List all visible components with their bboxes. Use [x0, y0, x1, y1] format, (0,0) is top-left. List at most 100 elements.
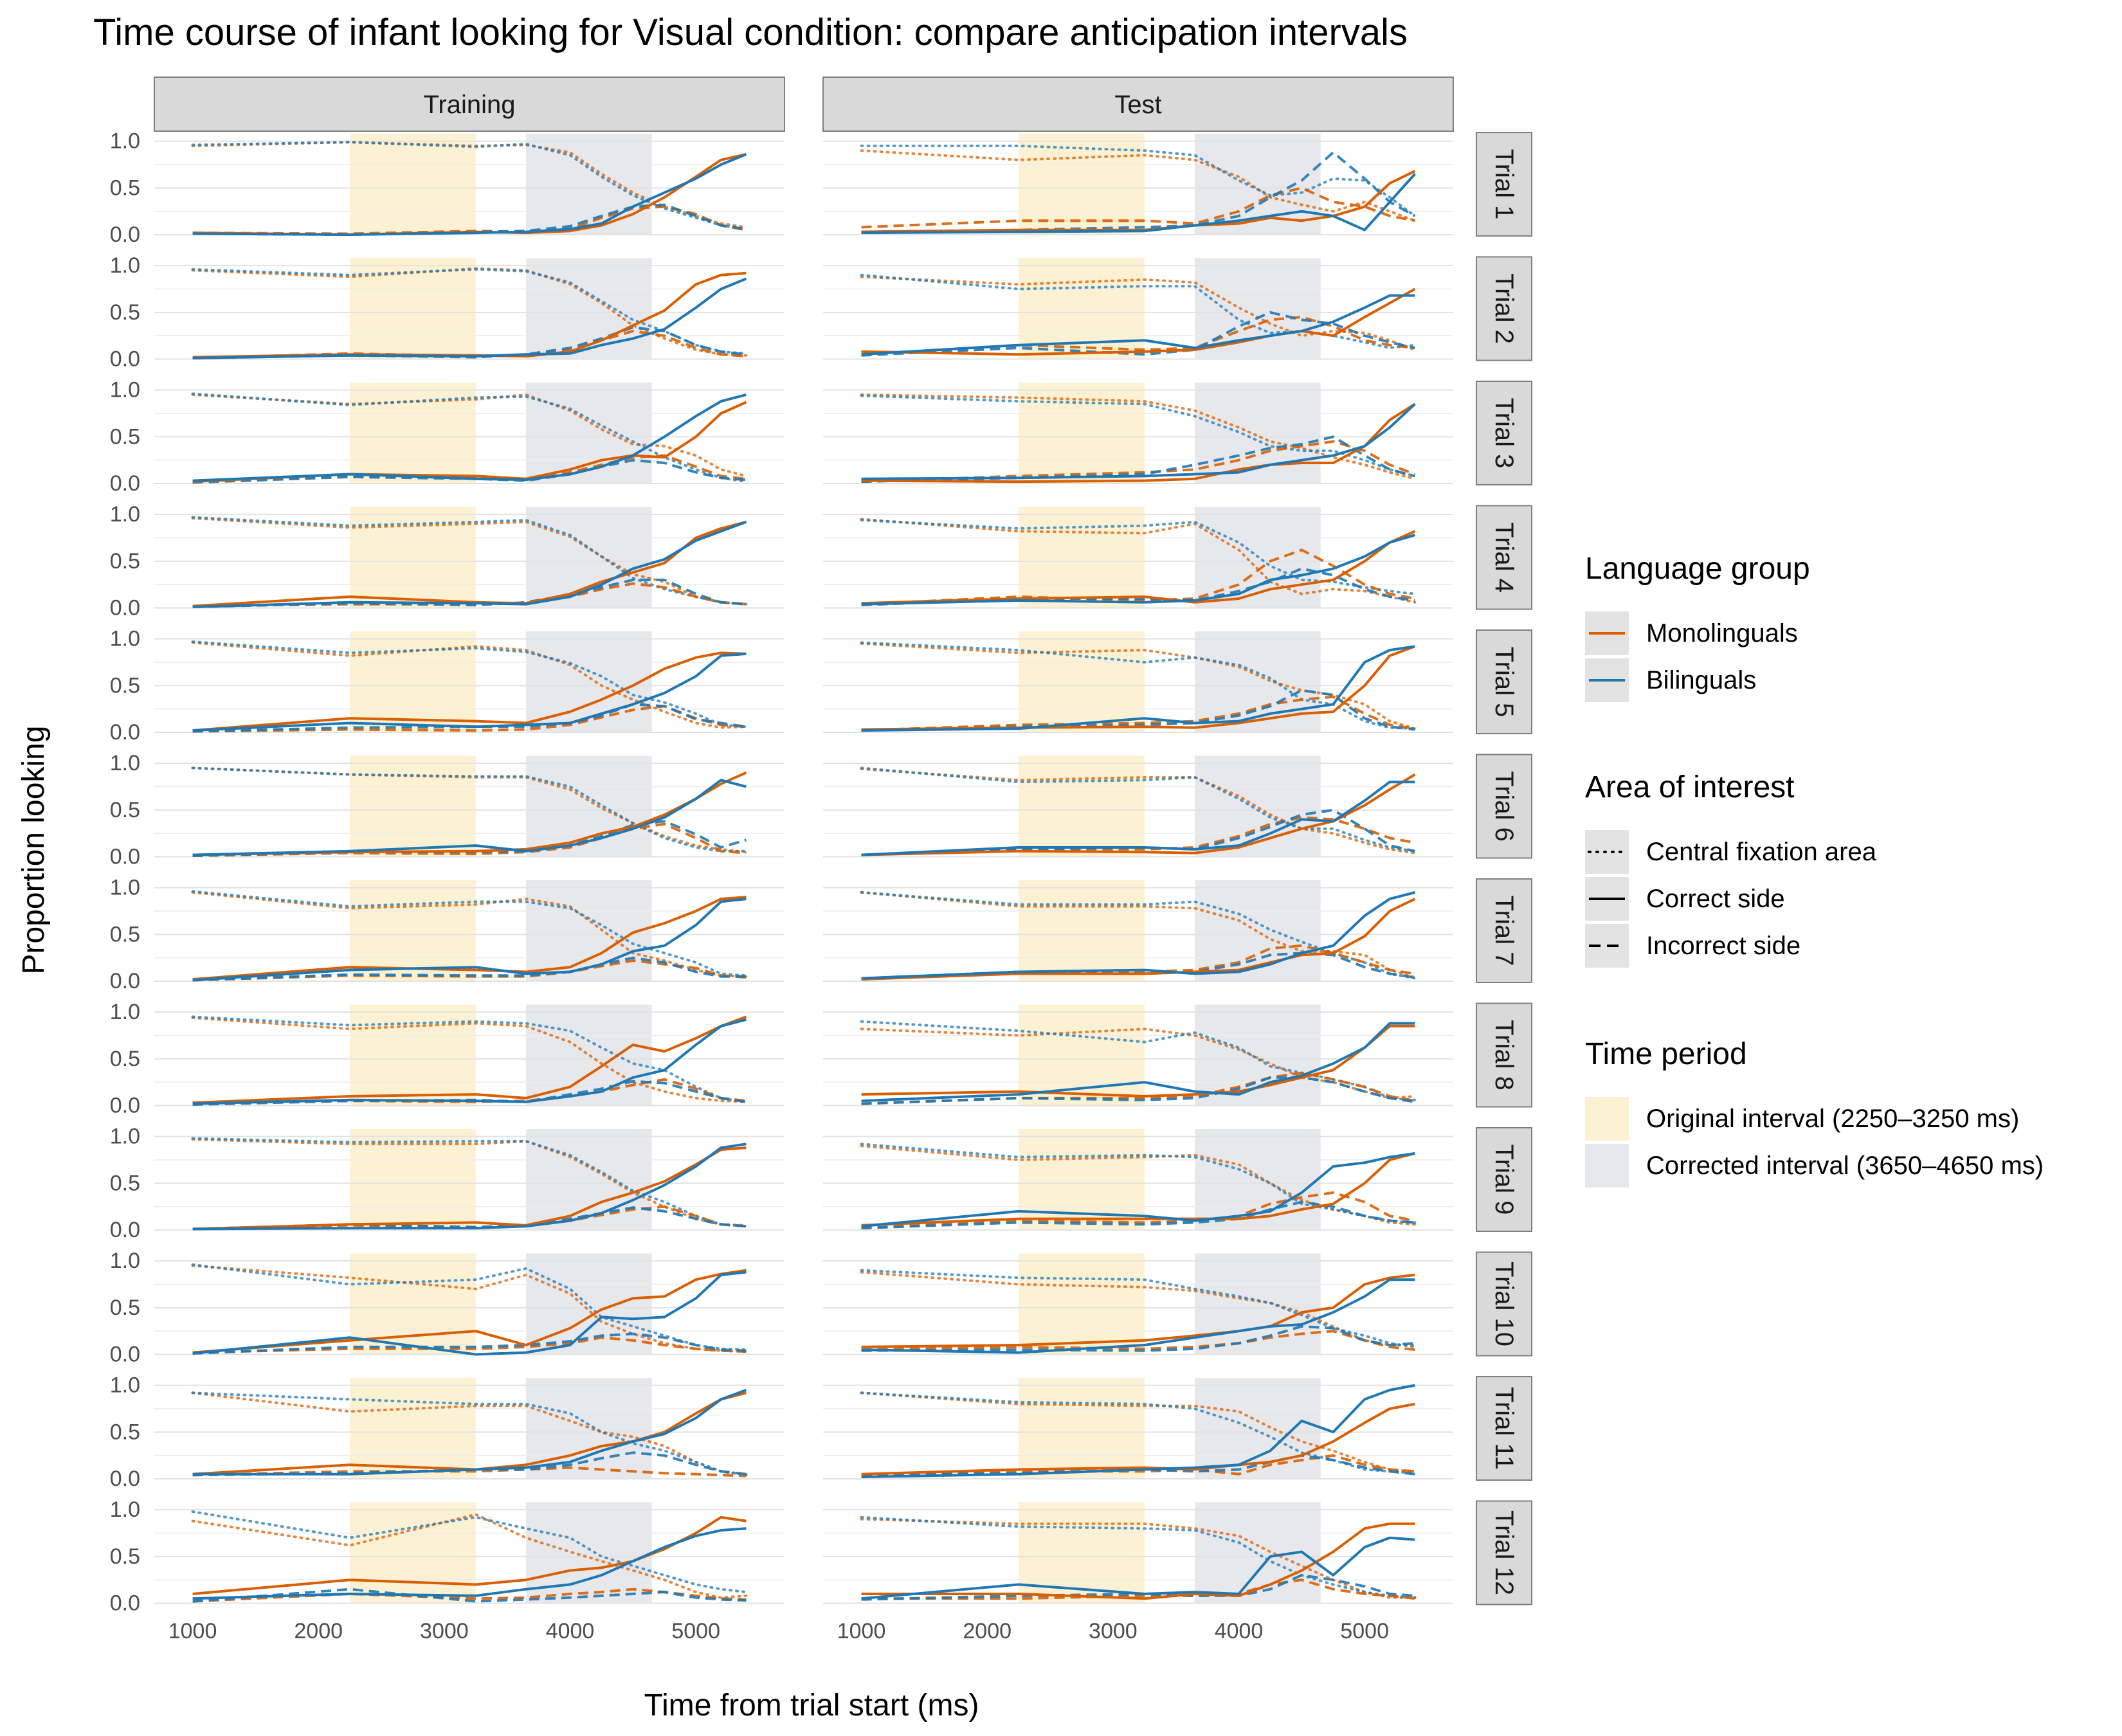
corrected-interval-band — [526, 1129, 652, 1230]
y-tick-label: 0.0 — [110, 1094, 140, 1118]
correct-mono-line — [861, 898, 1416, 981]
central-bi-line — [860, 1020, 1417, 1101]
correct-bi-line — [192, 898, 747, 982]
correct-bi-line — [192, 1018, 747, 1105]
y-tick-label: 0.0 — [110, 1467, 140, 1491]
corrected-interval-band — [1195, 258, 1321, 359]
central-bi-line — [860, 144, 1417, 217]
y-tick-label: 0.5 — [110, 1171, 140, 1195]
y-tick-label: 1.0 — [110, 627, 140, 651]
y-tick-label: 0.0 — [110, 1591, 140, 1616]
corrected-interval-band — [1195, 755, 1321, 857]
central-bi-line — [860, 1269, 1417, 1348]
correct-mono-line — [192, 1391, 747, 1476]
y-tick-label: 0.0 — [110, 969, 140, 993]
incorrect-mono-line — [861, 695, 1415, 732]
x-tick-label: 1000 — [837, 1619, 886, 1643]
row-strip-label: Trial 12 — [1490, 1510, 1518, 1595]
panel — [823, 507, 1453, 609]
central-mono-line — [191, 393, 748, 478]
original-interval-band — [1019, 1253, 1145, 1355]
chart-title: Time course of infant looking for Visual… — [93, 12, 1408, 53]
original-interval-band — [350, 1129, 476, 1230]
y-tick-label: 0.0 — [110, 471, 140, 496]
incorrect-bi-line — [192, 703, 747, 733]
corrected-interval-band — [526, 1004, 652, 1106]
panel — [823, 631, 1453, 733]
panel: 0.0 0.5 1.0 — [110, 1249, 784, 1367]
x-tick-label: 2000 — [963, 1619, 1011, 1643]
row-strip-label: Trial 7 — [1490, 896, 1518, 966]
legend: Language group Monolinguals Bilinguals Area… — [1585, 552, 2044, 1188]
original-interval-band — [1019, 1378, 1145, 1479]
y-tick-label: 1.0 — [110, 253, 140, 278]
central-mono-line — [191, 641, 748, 729]
row-strip — [1476, 1376, 1532, 1481]
y-tick-label: 0.5 — [110, 424, 140, 449]
panel: 0.0 0.5 1.0 — [110, 1373, 784, 1491]
panel: 0.0 0.5 1.0 — [110, 1125, 784, 1242]
correct-bi-line — [861, 402, 1416, 480]
row-strip — [1476, 132, 1532, 237]
panel — [823, 755, 1453, 858]
row-strip-label: Trial 6 — [1490, 771, 1518, 842]
central-mono-line — [191, 891, 748, 978]
row-strip-label: Trial 5 — [1490, 647, 1518, 718]
y-tick-label: 0.5 — [110, 1420, 140, 1444]
panel: 0.0 0.5 1.0 — [110, 129, 784, 247]
y-axis-title: Proportion looking — [17, 726, 51, 975]
x-tick-label: 3000 — [1089, 1619, 1138, 1643]
original-interval-band — [1019, 755, 1145, 857]
legend-key — [1585, 1144, 1629, 1188]
correct-mono-line — [192, 1015, 747, 1105]
panel — [823, 134, 1453, 235]
panel: 0.0 0.5 1.0 — [110, 502, 784, 620]
row-strip-label: Trial 10 — [1490, 1261, 1518, 1346]
correct-mono-line — [192, 1515, 747, 1595]
panel — [823, 1378, 1453, 1479]
row-strip — [1476, 256, 1532, 361]
central-bi-line — [860, 1143, 1417, 1224]
correct-bi-line — [861, 173, 1416, 235]
correct-bi-line — [192, 1143, 747, 1231]
row-strip-label: Trial 8 — [1490, 1020, 1518, 1090]
y-tick-label: 1.0 — [110, 129, 140, 154]
correct-mono-line — [861, 773, 1416, 856]
central-mono-line — [860, 149, 1417, 222]
corrected-interval-band — [1195, 1004, 1321, 1106]
y-tick-label: 0.5 — [110, 1544, 140, 1569]
correct-bi-line — [861, 1536, 1415, 1600]
incorrect-bi-line — [192, 578, 747, 608]
correct-mono-line — [861, 1402, 1415, 1476]
central-bi-line — [191, 392, 748, 484]
correct-bi-line — [861, 1152, 1415, 1228]
correct-bi-line — [192, 393, 747, 482]
y-tick-label: 0.0 — [110, 845, 140, 869]
column-strip — [822, 77, 1454, 132]
panel: 0.0 0.5 1.0 — [110, 1000, 784, 1118]
central-mono-line — [191, 1264, 748, 1353]
original-interval-band — [350, 1004, 476, 1106]
central-bi-line — [860, 273, 1417, 350]
corrected-interval-band — [526, 507, 652, 608]
y-tick-label: 0.0 — [110, 222, 140, 247]
incorrect-bi-line — [192, 1587, 747, 1603]
panel: 0.0 0.5 1.0 — [110, 751, 784, 869]
y-tick-label: 0.5 — [110, 300, 140, 325]
y-tick-label: 0.0 — [110, 1218, 140, 1242]
correct-bi-line — [861, 1278, 1415, 1354]
central-bi-line — [191, 1391, 748, 1477]
y-tick-label: 1.0 — [110, 1249, 140, 1273]
column-strip-label: Training — [423, 91, 515, 119]
y-tick-label: 0.5 — [110, 549, 140, 574]
central-mono-line — [191, 1016, 748, 1103]
original-interval-band — [350, 755, 476, 857]
y-tick-label: 0.0 — [110, 1343, 140, 1367]
original-interval-band — [350, 1378, 476, 1479]
central-bi-line — [860, 394, 1417, 478]
original-interval-band — [1019, 507, 1145, 608]
panel-grid: Training Test Trial 1 Trial 2 Trial 3 Trial 4… — [110, 77, 1532, 1643]
row-strip — [1476, 381, 1532, 485]
correct-bi-line — [192, 520, 747, 608]
row-strip — [1476, 1251, 1532, 1357]
